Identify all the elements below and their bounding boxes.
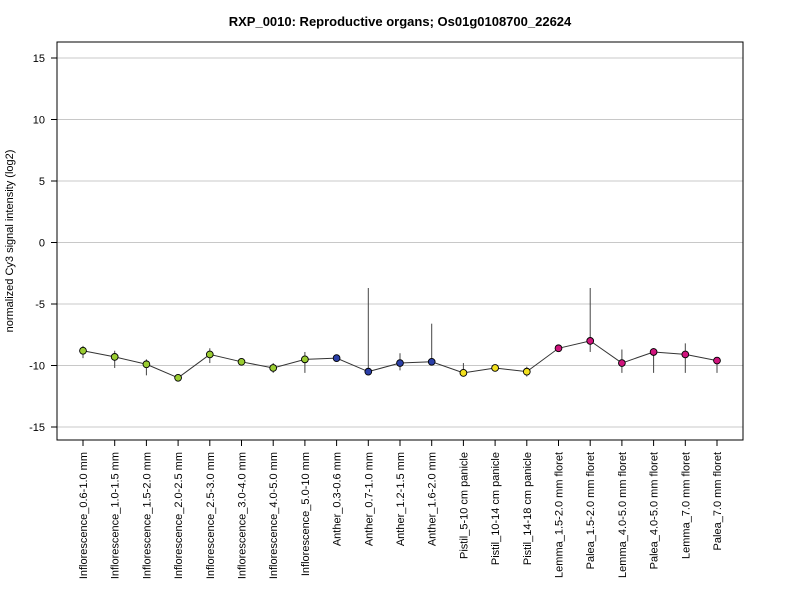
data-point	[713, 356, 721, 365]
x-tick-label: Inflorescence_5.0-10 mm	[300, 452, 312, 576]
data-point	[237, 357, 246, 366]
x-tick-label: Lemma_4.0-5.0 mm floret	[617, 452, 629, 578]
data-point	[586, 337, 595, 345]
data-point	[269, 364, 278, 372]
data-point	[332, 354, 341, 362]
data-point	[142, 360, 151, 369]
data-point	[174, 373, 182, 382]
plot-frame	[56, 41, 744, 441]
x-tick-label: Palea_7.0 mm floret	[712, 452, 724, 550]
y-axis: -15 -10 -5 0 5 10 15	[29, 53, 57, 434]
x-tick-label: Pistil_10-14 cm panicle	[490, 452, 502, 565]
x-tick-label: Lemma_7.0 mm floret	[680, 452, 692, 559]
data-point	[681, 350, 690, 359]
x-tick-label: Palea_1.5-2.0 mm floret	[585, 452, 597, 569]
y-tick-label: 5	[39, 176, 45, 188]
x-tick-label: Inflorescence_2.0-2.5 mm	[173, 452, 185, 579]
data-point	[205, 350, 214, 359]
data-point	[427, 357, 436, 366]
x-tick-label: Palea_4.0-5.0 mm floret	[649, 452, 661, 569]
data-point	[364, 367, 373, 376]
x-tick-label: Anther_0.7-1.0 mm	[363, 452, 375, 546]
y-tick-label: -15	[29, 422, 45, 434]
grid-lines	[57, 57, 743, 428]
data-points	[79, 337, 721, 382]
y-tick-label: 15	[33, 53, 45, 65]
data-point	[396, 359, 404, 367]
data-point	[618, 359, 626, 367]
x-axis: Inflorescence_0.6-1.0 mm Inflorescence_1.…	[78, 440, 724, 579]
x-tick-label: Pistil_14-18 cm panicle	[522, 452, 534, 565]
data-point	[301, 355, 309, 364]
data-point	[491, 364, 499, 372]
x-tick-label: Anther_1.2-1.5 mm	[395, 452, 407, 546]
data-point	[522, 367, 531, 376]
y-tick-label: -5	[35, 299, 45, 311]
x-tick-label: Inflorescence_2.5-3.0 mm	[205, 452, 217, 579]
x-tick-label: Pistil_5-10 cm panicle	[458, 452, 470, 559]
x-tick-label: Inflorescence_1.5-2.0 mm	[141, 452, 153, 579]
data-point	[649, 348, 658, 356]
data-point	[79, 346, 87, 355]
data-point	[459, 369, 468, 377]
x-tick-label: Anther_0.3-0.6 mm	[332, 452, 344, 546]
x-tick-label: Inflorescence_0.6-1.0 mm	[78, 452, 90, 579]
y-tick-label: 0	[39, 238, 45, 250]
x-tick-label: Anther_1.6-2.0 mm	[427, 452, 439, 546]
y-tick-label: -10	[29, 361, 45, 373]
x-tick-label: Inflorescence_3.0-4.0 mm	[237, 452, 249, 579]
data-point	[554, 344, 563, 353]
x-tick-label: Inflorescence_1.0-1.5 mm	[110, 452, 122, 579]
y-tick-label: 10	[33, 115, 45, 127]
data-point	[110, 353, 119, 361]
chart-title: RXP_0010: Reproductive organs; Os01g0108…	[229, 14, 572, 29]
x-tick-label: Lemma_1.5-2.0 mm floret	[554, 452, 566, 578]
x-tick-label: Inflorescence_4.0-5.0 mm	[268, 452, 280, 579]
y-axis-label: normalized Cy3 signal intensity (log2)	[4, 150, 16, 333]
